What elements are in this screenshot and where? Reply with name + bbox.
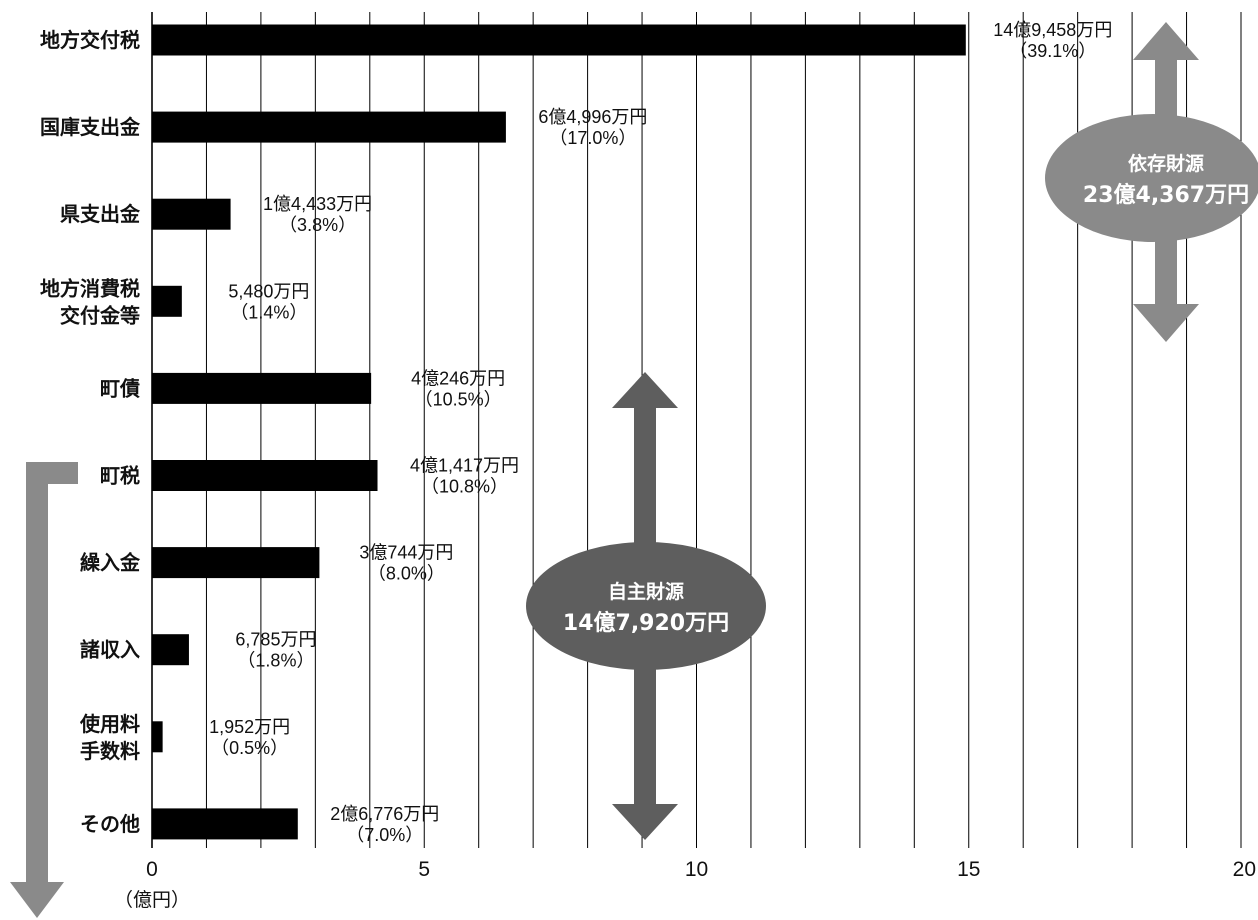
bars [152,24,966,840]
bar [152,198,231,230]
category-label: 諸収入 [80,638,140,662]
value-label: 1億4,433万円（3.8%） [263,194,372,235]
x-tick-label: 0 [146,858,158,881]
category-label: 国庫支出金 [40,115,141,139]
category-label: その他 [80,812,140,836]
x-tick-label: 20 [1233,858,1256,881]
category-label: 地方消費税交付金等 [40,276,140,327]
value-label: 6億4,996万円（17.0%） [538,107,647,148]
dependent-source-annotation: 依存財源 23億4,367万円 [1045,22,1258,342]
own-source-bracket-arrow [10,462,78,918]
bracket-vertical [26,462,48,892]
dependent-source-amount: 23億4,367万円 [1083,182,1249,208]
own-source-amount: 14億7,920万円 [563,610,729,636]
own-source-ellipse [526,542,766,670]
own-source-annotation: 自主財源 14億7,920万円 [526,372,766,840]
value-label: 4億246万円（10.5%） [411,368,505,409]
x-tick-label: 5 [418,858,430,881]
value-label: 14億9,458万円（39.1%） [993,20,1112,61]
dependent-source-title: 依存財源 [1128,152,1204,175]
x-tick-label: 15 [957,858,980,881]
bar [152,634,189,666]
x-unit-label: （億円） [114,889,190,911]
value-label: 4億1,417万円（10.8%） [410,456,519,497]
category-label: 町債 [100,376,140,400]
value-label: 5,480万円（1.4%） [228,281,309,322]
value-labels: 14億9,458万円（39.1%） 6億4,996万円（17.0%） 1億4,433… [209,20,1112,845]
grid-lines [151,12,1242,848]
value-label: 2億6,776万円（7.0%） [330,804,439,845]
category-label: 繰入金 [80,551,141,575]
own-source-title: 自主財源 [608,580,684,603]
category-label: 町税 [100,464,140,488]
bar [152,285,182,317]
bar [152,460,378,491]
bar [152,808,298,840]
bar [152,372,372,404]
dependent-source-ellipse [1045,114,1258,242]
bar [152,721,163,753]
category-label: 使用料手数料 [79,712,140,763]
bar [152,547,320,579]
category-labels: 地方交付税国庫支出金県支出金地方消費税交付金等町債町税繰入金諸収入使用料手数料そ… [40,28,141,836]
bar [152,111,506,143]
x-tick-labels: 0 5 10 15 20 [146,858,1256,881]
bracket-arrow-head [10,882,64,918]
value-label: 1,952万円（0.5%） [209,717,290,758]
value-label: 6,785万円（1.8%） [235,630,316,671]
value-label: 3億744万円（8.0%） [359,543,453,584]
category-label: 県支出金 [60,202,141,226]
x-tick-label: 10 [685,858,708,881]
category-label: 地方交付税 [40,28,140,52]
bar [152,24,966,56]
